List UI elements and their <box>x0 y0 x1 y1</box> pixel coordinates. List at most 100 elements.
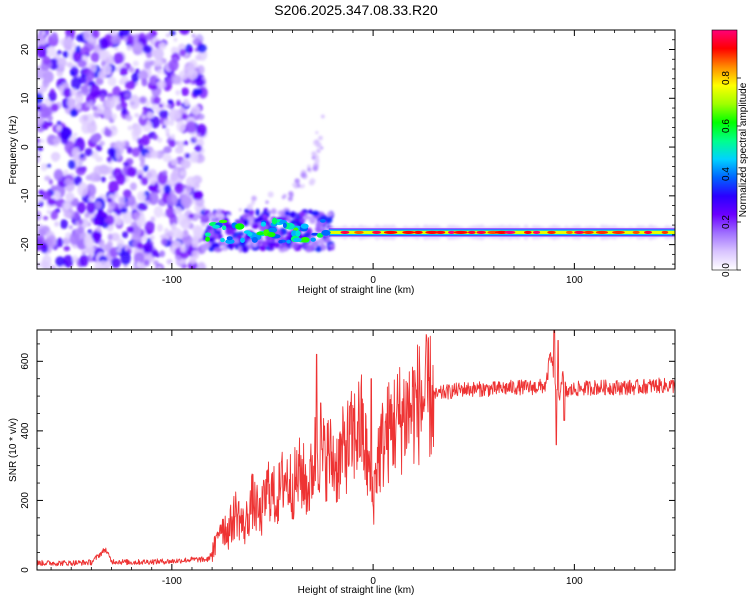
spectrogram-cell <box>307 167 311 172</box>
spectrogram-cell <box>238 208 242 212</box>
spectrogram-y-tick-label: 10 <box>20 92 31 104</box>
spectrogram-cell <box>300 236 310 243</box>
spectrogram-cell <box>210 242 220 249</box>
spectrogram-cell <box>181 113 188 120</box>
spectrogram-y-axis-label: Frequency (Hz) <box>8 116 19 185</box>
spectrogram-cell <box>107 233 113 241</box>
spectrogram-cell <box>51 265 57 269</box>
snr-y-tick-label: 0 <box>20 567 31 573</box>
spectrogram-cell <box>106 208 112 214</box>
spectrogram-cell <box>196 133 201 137</box>
spectrogram-cell <box>138 70 149 81</box>
spectrogram-cell <box>37 234 45 247</box>
snr-frame <box>36 329 676 571</box>
spectrogram-cell <box>82 114 89 122</box>
spectrogram-cell <box>163 119 171 127</box>
spectrogram-cell <box>107 76 117 87</box>
spectrogram-cell <box>251 195 257 202</box>
spectrogram-cell <box>136 261 142 268</box>
spectrogram-cell <box>44 97 50 104</box>
spectrogram-cell <box>213 247 223 253</box>
spectrogram-cell <box>195 88 203 96</box>
spectrogram-cell <box>235 223 245 230</box>
spectrogram-cell <box>136 242 144 250</box>
spectrogram-cell <box>62 255 74 268</box>
spectrogram-cell <box>122 189 132 199</box>
spectrogram-cell <box>250 200 255 205</box>
spectrogram-cell <box>110 202 115 207</box>
spectrogram-cell <box>246 204 253 210</box>
colorbar-tick-label: 0.2 <box>721 215 732 229</box>
spectrogram-cell <box>272 217 278 225</box>
spectrogram-cell <box>86 201 96 214</box>
spectrogram-cell <box>52 32 58 41</box>
spectrogram-cell <box>221 246 229 251</box>
spectrogram-cell <box>315 247 322 252</box>
spectrogram-cell <box>319 136 323 140</box>
spectrogram-cell <box>50 210 59 220</box>
spectrogram-cell <box>153 260 159 266</box>
spectrogram-cell <box>146 112 154 119</box>
spectrogram-cell <box>115 217 123 226</box>
spectrogram-cell <box>226 236 233 241</box>
snr-x-axis-label: Height of straight line (km) <box>298 585 415 596</box>
spectrogram-cell <box>141 78 148 87</box>
spectrogram-cell <box>50 103 59 112</box>
spectrogram-cell <box>168 59 179 72</box>
spectrogram-cell <box>63 38 72 51</box>
spectrogram-y-tick-label: -10 <box>20 188 31 203</box>
spectrogram-cell <box>287 196 293 202</box>
spectrogram-cell <box>57 57 67 68</box>
spectrogram-cell <box>191 238 199 249</box>
colorbar-label: Normalized spectral amplitude <box>738 82 749 217</box>
spectrogram-cell <box>48 90 57 102</box>
spectrogram-cell <box>180 159 191 169</box>
spectrogram-cell <box>44 175 51 182</box>
spectrogram-cell <box>71 147 80 159</box>
spectrogram-cell <box>109 175 115 180</box>
spectrogram-cell <box>114 66 120 72</box>
colorbar-tick-label: 0.4 <box>721 167 732 181</box>
spectrogram-cell <box>153 48 164 60</box>
spectrogram-cell <box>226 243 232 249</box>
spectrogram-cell <box>159 234 165 239</box>
spectrogram-cell <box>58 85 64 93</box>
spectrogram-cell <box>165 127 170 134</box>
spectrogram-cell <box>99 165 110 176</box>
spectrogram-cell <box>56 237 64 248</box>
spectrogram-cell <box>176 120 186 133</box>
tone-line-peak <box>476 230 487 235</box>
spectrogram-cell <box>129 182 137 191</box>
spectrogram-cell <box>90 64 96 71</box>
spectrogram-cell <box>132 41 143 56</box>
spectrogram-cell <box>326 211 333 217</box>
spectrogram-cell <box>88 196 94 202</box>
spectrogram-cell <box>317 238 325 245</box>
spectrogram-cell <box>260 221 267 227</box>
spectrogram-cell <box>40 30 46 36</box>
spectrogram-cell <box>124 80 136 90</box>
spectrogram-cell <box>143 259 150 267</box>
spectrogram-cell <box>194 144 202 153</box>
spectrogram-cell <box>271 208 277 215</box>
spectrogram-cell <box>194 190 204 200</box>
spectrogram-cell <box>74 103 82 110</box>
spectrogram-cell <box>91 30 100 39</box>
spectrogram-cell <box>129 94 140 110</box>
spectrogram-cell <box>54 221 60 227</box>
spectrogram-cell <box>77 225 85 234</box>
spectrogram-cell <box>148 185 153 191</box>
spectrogram-cell <box>100 176 106 183</box>
spectrogram-cell <box>267 191 274 198</box>
spectrogram-cell <box>110 257 121 269</box>
spectrogram-cell <box>115 104 122 111</box>
spectrogram-y-tick-label: 20 <box>20 44 31 56</box>
spectrogram-cell <box>150 150 159 159</box>
spectrogram-cell <box>85 102 91 108</box>
spectrogram-cell <box>255 208 260 216</box>
spectrogram-cell <box>79 153 85 159</box>
spectrogram-cell <box>110 232 121 242</box>
spectrogram-cell <box>169 30 176 36</box>
spectrogram-cell <box>37 195 43 203</box>
spectrogram-cell <box>281 247 289 252</box>
